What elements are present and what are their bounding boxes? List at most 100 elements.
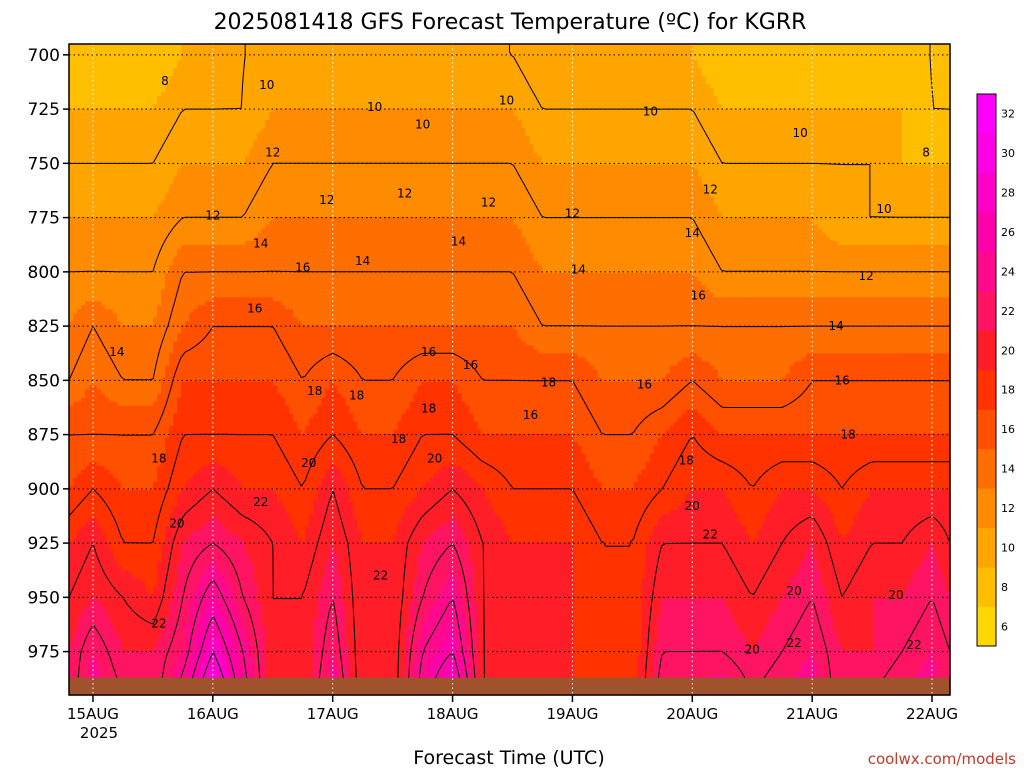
field-cell	[77, 245, 82, 250]
field-cell	[141, 48, 146, 53]
field-cell	[129, 474, 134, 479]
field-cell	[125, 329, 130, 334]
field-cell	[105, 261, 110, 266]
field-cell	[137, 285, 142, 290]
field-cell	[149, 418, 154, 423]
field-cell	[145, 550, 150, 555]
field-cell	[149, 671, 154, 676]
field-cell	[137, 245, 142, 250]
field-cell	[101, 546, 106, 551]
field-cell	[145, 140, 150, 145]
field-cell	[145, 124, 150, 129]
field-cell	[97, 518, 102, 523]
field-cell	[153, 550, 158, 555]
field-cell	[153, 607, 158, 612]
field-cell	[97, 289, 102, 294]
field-cell	[125, 470, 130, 475]
field-cell	[85, 506, 90, 511]
field-cell	[149, 370, 154, 375]
field-cell	[125, 370, 130, 375]
field-cell	[93, 631, 98, 636]
field-cell	[73, 221, 78, 226]
field-cell	[149, 410, 154, 415]
field-cell	[133, 293, 138, 298]
field-cell	[117, 639, 122, 644]
field-cell	[141, 478, 146, 483]
field-cell	[141, 566, 146, 571]
field-cell	[137, 414, 142, 419]
field-cell	[109, 438, 114, 443]
field-cell	[117, 261, 122, 266]
field-cell	[101, 631, 106, 636]
field-cell	[97, 225, 102, 230]
field-cell	[133, 410, 138, 415]
field-cell	[153, 193, 158, 198]
field-cell	[125, 635, 130, 640]
field-cell	[85, 667, 90, 672]
field-cell	[137, 490, 142, 495]
field-cell	[157, 177, 162, 182]
field-cell	[133, 72, 138, 77]
field-cell	[81, 370, 86, 375]
field-cell	[73, 518, 78, 523]
field-cell	[133, 64, 138, 69]
field-cell	[137, 566, 142, 571]
field-cell	[101, 221, 106, 226]
field-cell	[129, 245, 134, 250]
field-cell	[77, 96, 82, 101]
field-cell	[93, 619, 98, 624]
field-cell	[105, 370, 110, 375]
field-cell	[105, 68, 110, 73]
field-cell	[113, 462, 118, 467]
field-cell	[145, 615, 150, 620]
field-cell	[101, 313, 106, 318]
field-cell	[81, 88, 86, 93]
field-cell	[113, 257, 118, 262]
field-cell	[145, 305, 150, 310]
field-cell	[133, 205, 138, 210]
field-cell	[141, 498, 146, 503]
field-cell	[121, 546, 126, 551]
field-cell	[109, 317, 114, 322]
field-cell	[93, 140, 98, 145]
field-cell	[101, 627, 106, 632]
field-cell	[113, 225, 118, 230]
field-cell	[85, 570, 90, 575]
field-cell	[129, 574, 134, 579]
field-cell	[97, 128, 102, 133]
field-cell	[145, 213, 150, 218]
field-cell	[117, 442, 122, 447]
field-cell	[101, 173, 106, 178]
field-cell	[137, 534, 142, 539]
field-cell	[137, 261, 142, 266]
field-cell	[125, 237, 130, 242]
field-cell	[81, 136, 86, 141]
field-cell	[97, 406, 102, 411]
field-cell	[81, 374, 86, 379]
field-cell	[149, 345, 154, 350]
field-cell	[73, 438, 78, 443]
field-cell	[137, 506, 142, 511]
field-cell	[141, 402, 146, 407]
field-cell	[97, 470, 102, 475]
field-cell	[109, 313, 114, 318]
field-cell	[149, 442, 154, 447]
field-cell	[141, 205, 146, 210]
field-cell	[101, 390, 106, 395]
field-cell	[129, 671, 134, 676]
field-cell	[153, 631, 158, 636]
field-cell	[129, 100, 134, 105]
field-cell	[77, 124, 82, 129]
field-cell	[73, 627, 78, 632]
field-cell	[149, 221, 154, 226]
field-cell	[113, 120, 118, 125]
field-cell	[153, 329, 158, 334]
field-cell	[109, 462, 114, 467]
field-cell	[121, 209, 126, 214]
field-cell	[121, 506, 126, 511]
field-cell	[97, 157, 102, 162]
field-cell	[73, 635, 78, 640]
field-cell	[109, 599, 114, 604]
field-cell	[109, 112, 114, 117]
field-cell	[97, 462, 102, 467]
